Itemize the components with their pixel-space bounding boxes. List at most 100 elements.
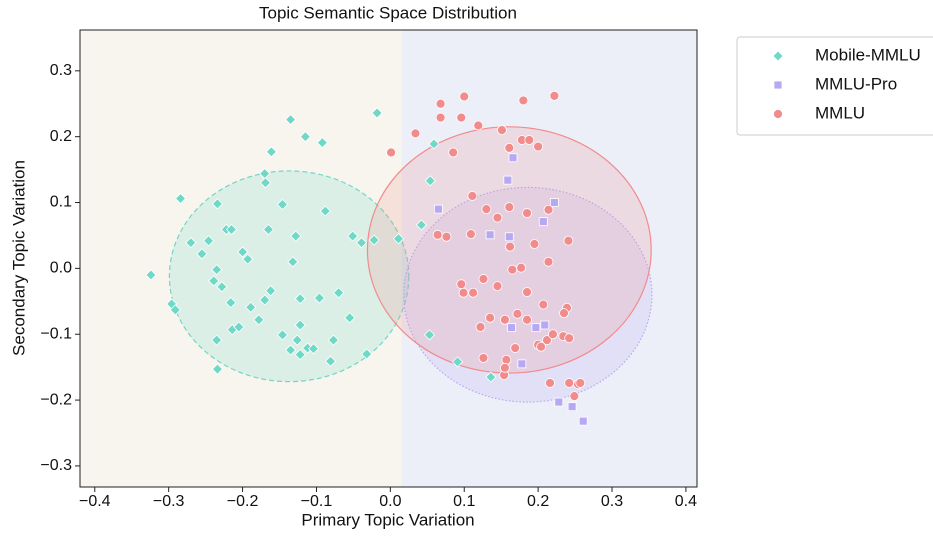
- point: [211, 198, 224, 210]
- point: [452, 356, 464, 368]
- legend-marker: [773, 109, 783, 119]
- point: [285, 344, 297, 356]
- point: [276, 198, 289, 211]
- point: [355, 237, 368, 249]
- point: [435, 98, 446, 109]
- point: [294, 349, 306, 361]
- point: [319, 205, 331, 217]
- point: [371, 107, 383, 119]
- point: [497, 125, 507, 135]
- point: [324, 355, 337, 367]
- x-tick-label: −0.1: [301, 493, 333, 510]
- point: [524, 135, 535, 145]
- x-tick-label: −0.4: [79, 493, 111, 510]
- point: [361, 348, 373, 360]
- point: [475, 322, 486, 332]
- point: [262, 223, 274, 236]
- x-tick-label: 0.4: [675, 493, 697, 510]
- point: [504, 142, 515, 153]
- point: [253, 314, 265, 326]
- y-tick-label: −0.3: [40, 457, 72, 474]
- chart-title: Topic Semantic Space Distribution: [259, 3, 517, 22]
- point: [507, 264, 518, 275]
- point: [287, 256, 299, 268]
- point: [478, 353, 489, 363]
- point: [536, 341, 546, 352]
- point: [316, 137, 328, 149]
- point: [533, 141, 544, 152]
- y-tick-label: 0.1: [50, 194, 72, 211]
- y-tick-label: 0.0: [50, 260, 72, 277]
- point: [174, 193, 187, 205]
- point: [333, 287, 345, 299]
- point: [549, 90, 560, 101]
- point: [424, 175, 436, 187]
- point: [259, 177, 272, 189]
- point: [504, 232, 514, 242]
- y-tick-label: 0.3: [50, 62, 72, 79]
- point: [465, 229, 476, 240]
- point: [208, 275, 220, 287]
- point: [508, 153, 518, 163]
- point: [492, 212, 503, 223]
- point: [548, 329, 558, 340]
- point: [225, 223, 238, 236]
- point: [499, 362, 510, 373]
- legend-marker: [772, 50, 784, 62]
- point: [392, 233, 405, 245]
- x-tick-label: −0.3: [153, 493, 185, 510]
- point: [507, 323, 516, 333]
- point: [504, 202, 515, 213]
- point: [276, 329, 289, 341]
- point: [344, 312, 356, 324]
- point: [485, 230, 495, 240]
- point: [510, 343, 521, 353]
- point: [368, 234, 380, 246]
- point: [435, 112, 446, 123]
- point: [501, 355, 512, 365]
- point: [499, 314, 510, 325]
- point: [307, 343, 320, 355]
- point: [492, 281, 503, 292]
- x-tick-label: 0.0: [379, 493, 401, 510]
- plot-area: [145, 90, 653, 426]
- point: [259, 294, 271, 306]
- point: [478, 274, 489, 284]
- point: [428, 138, 440, 150]
- point: [485, 312, 496, 323]
- point: [423, 329, 436, 341]
- point: [145, 269, 157, 281]
- point: [285, 113, 297, 126]
- point: [242, 253, 254, 265]
- x-tick-label: 0.1: [453, 493, 475, 510]
- point: [503, 175, 513, 185]
- point: [542, 335, 552, 346]
- legend-label: Mobile-MMLU: [815, 45, 921, 64]
- point: [578, 416, 588, 426]
- point: [196, 248, 208, 260]
- point: [432, 229, 443, 240]
- point: [290, 230, 302, 242]
- plot-frame: [79, 29, 698, 488]
- point: [291, 334, 303, 346]
- point: [233, 321, 245, 333]
- point: [211, 363, 224, 375]
- x-tick-label: 0.3: [601, 493, 623, 510]
- region-left: [80, 30, 402, 487]
- point: [458, 287, 469, 298]
- x-tick-label: 0.2: [527, 493, 549, 510]
- point: [517, 359, 527, 369]
- point: [538, 299, 549, 310]
- point: [236, 246, 249, 258]
- point: [410, 128, 421, 139]
- point: [456, 279, 467, 290]
- point: [386, 147, 396, 158]
- point: [294, 319, 306, 331]
- point: [505, 241, 515, 252]
- point: [485, 371, 497, 383]
- point: [347, 230, 359, 242]
- y-tick-label: −0.2: [40, 391, 72, 408]
- point: [540, 320, 550, 330]
- point: [294, 293, 306, 305]
